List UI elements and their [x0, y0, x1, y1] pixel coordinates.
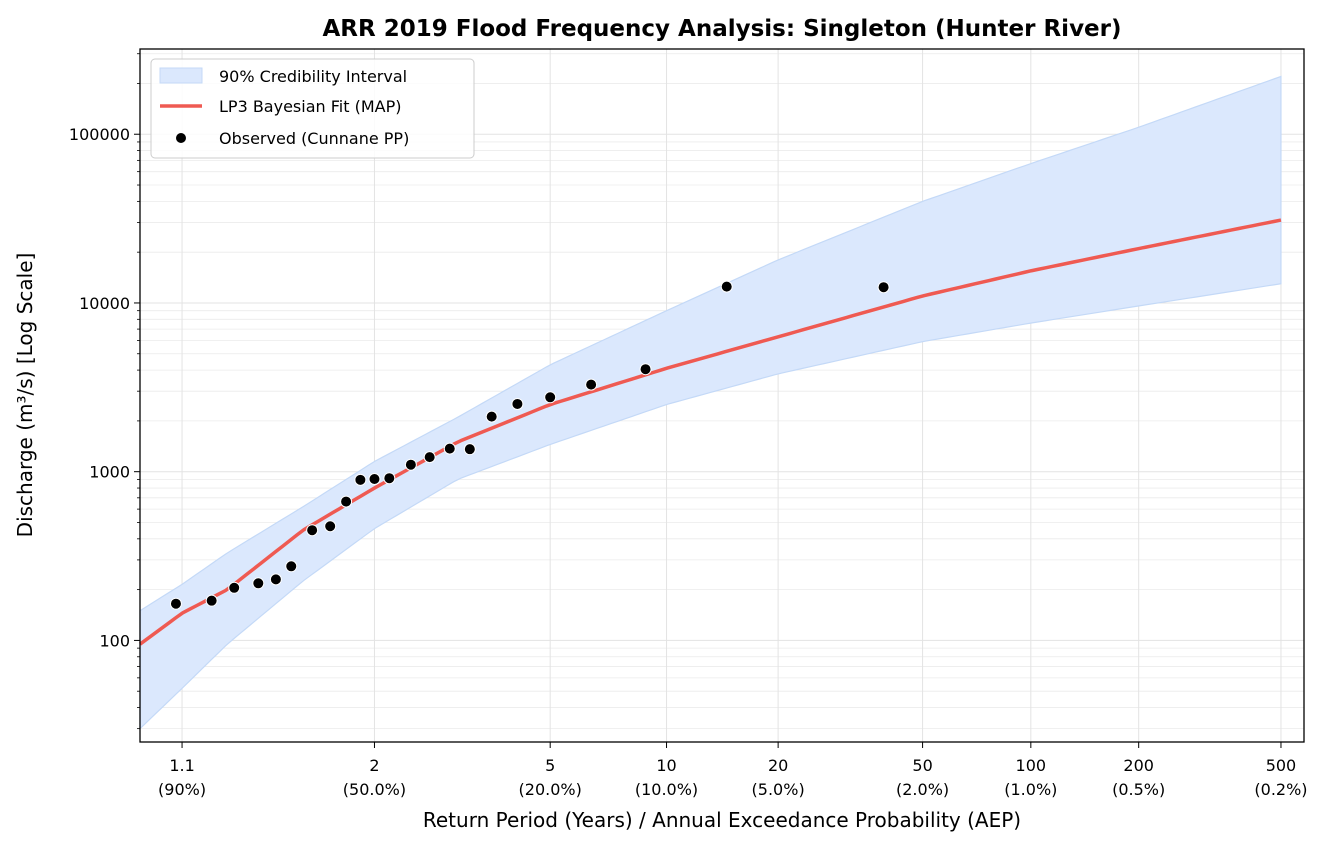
chart-title: ARR 2019 Flood Frequency Analysis: Singl…: [322, 16, 1121, 42]
y-axis-label: Discharge (m³/s) [Log Scale]: [13, 253, 37, 538]
legend: 90% Credibility Interval LP3 Bayesian Fi…: [150, 58, 475, 159]
x-tick-sublabel: (5.0%): [752, 780, 805, 799]
x-tick-label: 100: [1016, 756, 1047, 775]
x-tick-sublabel: (0.2%): [1254, 780, 1307, 799]
lp3-fit-line: [138, 218, 1282, 646]
observed-point: [205, 594, 218, 607]
observed-point: [368, 473, 381, 485]
y-axis: 100 1000 10000 100000: [69, 53, 140, 730]
observed-point: [228, 581, 241, 594]
legend-band-label: 90% Credibility Interval: [219, 67, 407, 86]
observed-point: [720, 280, 733, 293]
x-tick-label: 5: [545, 756, 555, 775]
observed-point: [511, 397, 524, 410]
x-tick-sublabel: (90%): [158, 780, 206, 799]
y-tick-label: 100000: [69, 125, 130, 144]
observed-point: [585, 378, 598, 391]
observed-point: [285, 560, 298, 573]
x-tick-sublabel: (2.0%): [896, 780, 949, 799]
x-tick-label: 2: [369, 756, 379, 775]
x-tick-label: 10: [656, 756, 676, 775]
observed-point: [639, 363, 652, 376]
x-axis-label: Return Period (Years) / Annual Exceedanc…: [423, 808, 1021, 832]
observed-point: [463, 443, 476, 456]
legend-box: [150, 58, 475, 159]
observed-point: [354, 473, 367, 486]
observed-point: [423, 451, 436, 464]
x-tick-label: 200: [1123, 756, 1154, 775]
x-tick-sublabel: (0.5%): [1112, 780, 1165, 799]
plot-area: [138, 75, 1282, 731]
observed-point: [443, 442, 456, 455]
observed-point: [269, 573, 282, 586]
y-tick-label: 10000: [79, 294, 130, 313]
legend-point-swatch: [175, 132, 187, 144]
x-tick-label: 20: [768, 756, 788, 775]
x-tick-sublabel: (1.0%): [1004, 780, 1057, 799]
credibility-band: [139, 75, 1282, 731]
observed-point: [252, 577, 265, 590]
observed-point: [169, 597, 182, 610]
x-tick-label: 50: [912, 756, 932, 775]
observed-point: [404, 458, 417, 471]
x-tick-sublabel: (50.0%): [343, 780, 406, 799]
observed-point: [485, 410, 498, 423]
legend-line-label: LP3 Bayesian Fit (MAP): [219, 97, 401, 116]
x-tick-sublabel: (20.0%): [519, 780, 582, 799]
observed-point: [877, 281, 890, 294]
x-tick-sublabel: (10.0%): [635, 780, 698, 799]
y-tick-label: 1000: [89, 463, 130, 482]
observed-point: [383, 472, 396, 485]
x-tick-label: 1.1: [169, 756, 194, 775]
x-tick-label: 500: [1266, 756, 1297, 775]
x-axis: 1.1 (90%) 2 (50.0%) 5 (20.0%) 10 (10.0%) 20 (5.0%…: [158, 742, 1308, 799]
y-tick-label: 100: [99, 631, 130, 650]
legend-band-swatch: [159, 67, 203, 84]
observed-point: [544, 391, 557, 404]
observed-point: [324, 520, 337, 533]
observed-point: [340, 495, 353, 508]
observed-point: [306, 524, 319, 537]
plot-frame: [139, 48, 1305, 743]
legend-point-label: Observed (Cunnane PP): [219, 129, 409, 148]
